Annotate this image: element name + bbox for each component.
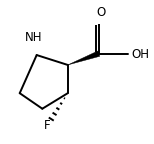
Text: OH: OH: [131, 48, 149, 61]
Text: O: O: [96, 6, 105, 19]
Text: NH: NH: [25, 31, 43, 44]
Polygon shape: [68, 51, 100, 65]
Text: F: F: [44, 119, 51, 132]
